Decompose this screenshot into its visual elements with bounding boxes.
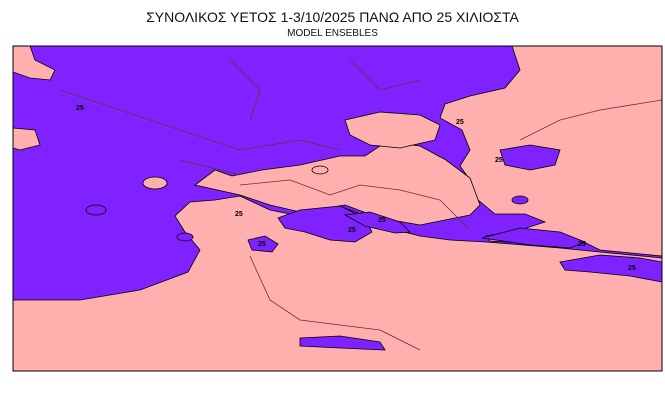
map-frame	[12, 45, 663, 372]
contour-label: 25	[578, 241, 586, 248]
map-subtitle: MODEL ENSEBLES	[287, 28, 378, 39]
above-threshold-crete-south	[299, 335, 386, 351]
above-threshold-island	[511, 195, 529, 205]
below-threshold-area-north	[344, 111, 441, 149]
contour-label: 25	[235, 211, 243, 218]
contour-label: 25	[378, 217, 386, 224]
contour-label: 25	[456, 119, 464, 126]
above-threshold-east-2	[481, 227, 587, 249]
above-threshold-euboea	[343, 211, 411, 234]
contour-label: 25	[495, 157, 503, 164]
below-threshold-area-northwest	[13, 46, 56, 81]
above-threshold-east-1	[499, 144, 561, 171]
above-threshold-east-3	[559, 254, 662, 283]
below-threshold-island	[311, 165, 329, 175]
below-threshold-area-west	[13, 127, 41, 151]
contour-label: 25	[258, 241, 266, 248]
map-title: ΣΥΝΟΛΙΚΟΣ ΥΕΤΟΣ 1-3/10/2025 ΠΑΝΩ ΑΠΟ 25 …	[146, 9, 519, 25]
contour-label: 25	[628, 265, 636, 272]
contour-label: 25	[76, 105, 84, 112]
country-borders	[59, 59, 662, 351]
below-threshold-island	[142, 176, 168, 190]
above-threshold-peloponnese	[247, 235, 279, 253]
contour-label: 25	[348, 227, 356, 234]
above-threshold-island	[176, 232, 194, 242]
above-threshold-island	[85, 204, 107, 216]
